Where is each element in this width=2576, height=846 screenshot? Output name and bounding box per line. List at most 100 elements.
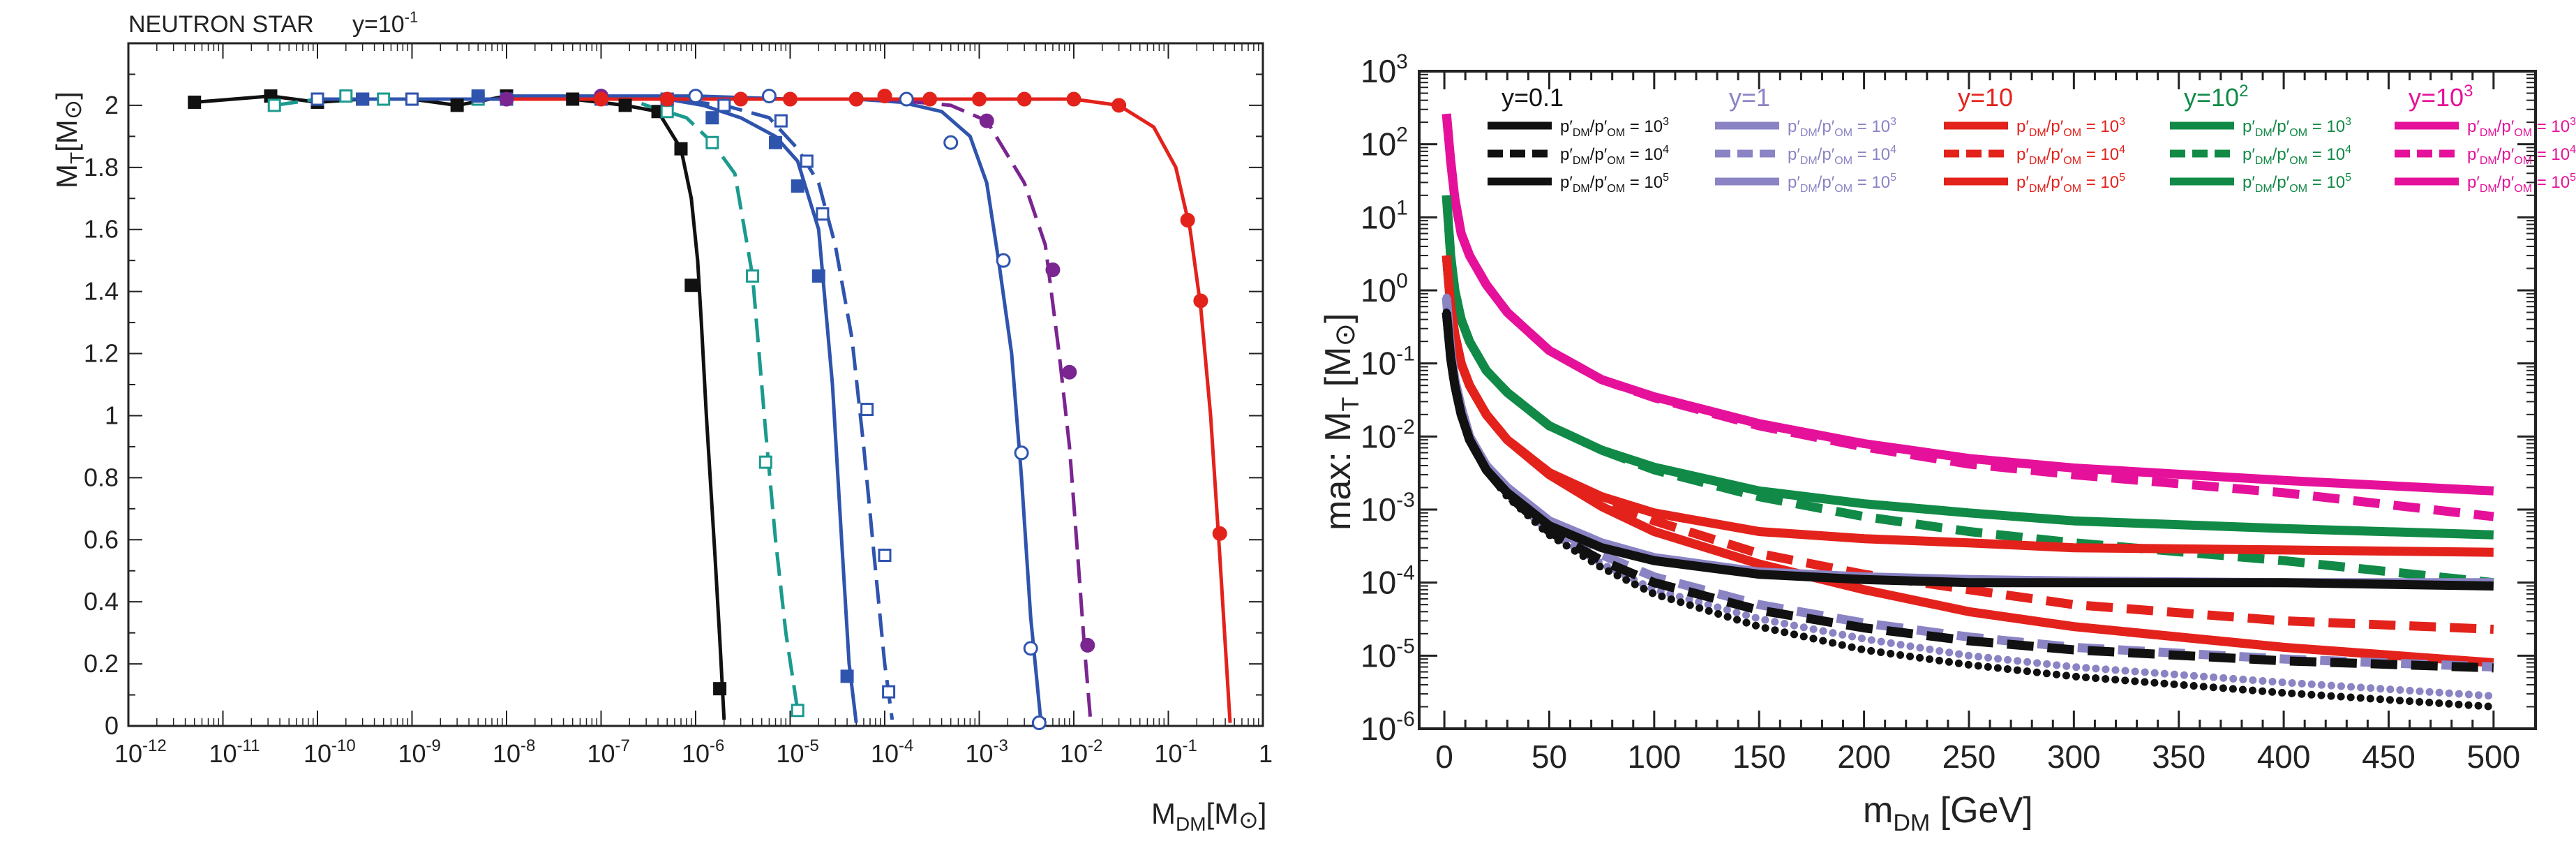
left-x-tick-label: 10-3 bbox=[966, 736, 1008, 768]
left-data-point bbox=[733, 91, 749, 107]
left-data-point bbox=[594, 91, 608, 107]
right-series-line bbox=[1441, 113, 2494, 496]
left-data-point bbox=[405, 92, 419, 106]
left-x-tick-label: 10-6 bbox=[682, 736, 724, 768]
left-y-tick-label: 1.8 bbox=[84, 153, 119, 181]
left-series-line bbox=[317, 97, 858, 723]
left-data-point bbox=[877, 89, 892, 104]
legend-group-header: y=0.1 bbox=[1502, 83, 1564, 112]
left-data-point bbox=[713, 682, 727, 696]
legend-group-header: y=102 bbox=[2184, 82, 2248, 112]
left-y-tick-label: 0.4 bbox=[84, 587, 119, 616]
right-series-line bbox=[1441, 255, 2494, 667]
left-y-tick-label: 1.2 bbox=[84, 339, 119, 368]
right-y-tick-label: 10-6 bbox=[1361, 708, 1415, 747]
left-x-tick-label: 10-4 bbox=[871, 736, 913, 768]
right-series-group bbox=[1441, 113, 2498, 711]
legend-entry-label: p′DM/p′OM = 103 bbox=[1788, 116, 1896, 139]
right-x-tick-label: 400 bbox=[2257, 739, 2311, 775]
right-x-tick-label: 50 bbox=[1532, 739, 1567, 775]
right-series-line bbox=[1441, 113, 2494, 521]
right-y-axis-title: max: MT [M⊙] bbox=[1318, 313, 1364, 530]
legend-entry-label: p′DM/p′OM = 103 bbox=[2242, 116, 2351, 139]
left-data-point bbox=[746, 269, 760, 283]
left-data-point bbox=[1066, 91, 1081, 107]
right-y-tick-label: 10-2 bbox=[1361, 415, 1415, 454]
right-y-tick-label: 102 bbox=[1361, 124, 1408, 163]
right-x-tick-label: 0 bbox=[1435, 739, 1453, 775]
left-x-tick-label: 10-9 bbox=[398, 736, 441, 768]
legend-entry-label: p′DM/p′OM = 105 bbox=[2016, 172, 2125, 195]
legend-entry-label: p′DM/p′OM = 104 bbox=[1560, 144, 1669, 167]
legend-entry-label: p′DM/p′OM = 105 bbox=[2242, 172, 2351, 195]
left-data-point bbox=[310, 92, 324, 106]
left-data-point bbox=[684, 279, 698, 292]
right-x-tick-label: 450 bbox=[2362, 739, 2416, 775]
left-x-tick-label: 10-11 bbox=[209, 736, 260, 768]
left-data-point bbox=[774, 114, 788, 128]
left-y-tick-label: 1.4 bbox=[84, 277, 119, 306]
left-y-axis-title: MT[M⊙] bbox=[50, 91, 88, 188]
right-x-tick-label: 100 bbox=[1627, 739, 1681, 775]
left-data-point bbox=[1193, 293, 1208, 309]
right-y-tick-label: 10-4 bbox=[1361, 562, 1415, 601]
left-chart: NEUTRON STAR y=10-1 10-12 10-11 10-10 10-9 1… bbox=[50, 8, 1273, 835]
legend-entry-label: p′DM/p′OM = 105 bbox=[2467, 172, 2576, 195]
left-x-tick-label: 10-1 bbox=[1155, 736, 1197, 768]
left-data-point bbox=[1212, 526, 1227, 541]
left-y-tick-label: 0.8 bbox=[84, 463, 119, 491]
left-x-tick-label: 1 bbox=[1259, 739, 1273, 768]
right-x-tick-label: 200 bbox=[1837, 739, 1891, 775]
legend-entry-label: p′DM/p′OM = 104 bbox=[1788, 144, 1896, 167]
left-data-point bbox=[674, 142, 688, 156]
left-data-point bbox=[811, 269, 825, 283]
left-data-point bbox=[1031, 715, 1047, 731]
right-x-tick-label: 250 bbox=[1942, 739, 1996, 775]
left-data-point bbox=[791, 704, 804, 718]
left-data-point bbox=[1080, 637, 1095, 653]
left-series-line bbox=[507, 94, 1043, 723]
left-data-point bbox=[816, 207, 830, 221]
left-data-point bbox=[979, 113, 994, 128]
left-data-point bbox=[1111, 98, 1127, 113]
left-data-point bbox=[769, 135, 783, 149]
left-data-point bbox=[848, 91, 864, 107]
right-chart: 0 50 100 150 200 250 300 350 400 450 500 10-6 10-5 10… bbox=[1318, 50, 2576, 836]
legend-entry-label: p′DM/p′OM = 103 bbox=[2467, 116, 2576, 139]
left-data-point bbox=[339, 89, 353, 103]
left-data-point bbox=[499, 91, 514, 107]
left-data-point bbox=[783, 91, 797, 107]
left-data-point bbox=[618, 98, 632, 112]
legend-entry-label: p′DM/p′OM = 105 bbox=[1560, 172, 1669, 195]
left-data-point bbox=[660, 105, 674, 119]
left-data-point bbox=[1062, 364, 1077, 380]
left-data-point bbox=[943, 135, 959, 150]
left-x-tick-label: 10-5 bbox=[777, 736, 819, 768]
legend-entry-label: p′DM/p′OM = 105 bbox=[1788, 172, 1896, 195]
left-data-point bbox=[878, 549, 892, 562]
right-x-axis-title: mDM [GeV] bbox=[1863, 790, 2033, 836]
left-y-tick-label: 1.6 bbox=[84, 215, 119, 244]
left-x-tick-label: 10-12 bbox=[114, 736, 167, 768]
legend-group-header: y=1 bbox=[1729, 83, 1770, 112]
left-data-point bbox=[1045, 262, 1061, 278]
left-data-point bbox=[188, 95, 202, 109]
right-x-tick-label: 350 bbox=[2152, 739, 2206, 775]
left-data-point bbox=[1023, 641, 1038, 656]
left-x-tick-label: 10-10 bbox=[304, 736, 356, 768]
left-data-point bbox=[899, 91, 914, 107]
left-data-point bbox=[1014, 445, 1029, 461]
left-data-point bbox=[659, 91, 675, 107]
left-series-line bbox=[194, 94, 726, 720]
left-data-point bbox=[996, 253, 1011, 268]
left-y-tick-label: 0.2 bbox=[84, 649, 119, 678]
right-series-line bbox=[1442, 309, 2498, 711]
left-data-point bbox=[1180, 212, 1195, 228]
left-plot-frame bbox=[127, 42, 1264, 727]
legend-entry-label: p′DM/p′OM = 103 bbox=[2016, 116, 2125, 139]
left-data-point bbox=[450, 98, 464, 112]
left-y-tick-label: 2 bbox=[105, 91, 119, 119]
left-data-point bbox=[705, 111, 719, 125]
right-y-tick-label: 101 bbox=[1361, 196, 1408, 235]
left-data-point bbox=[882, 685, 896, 699]
